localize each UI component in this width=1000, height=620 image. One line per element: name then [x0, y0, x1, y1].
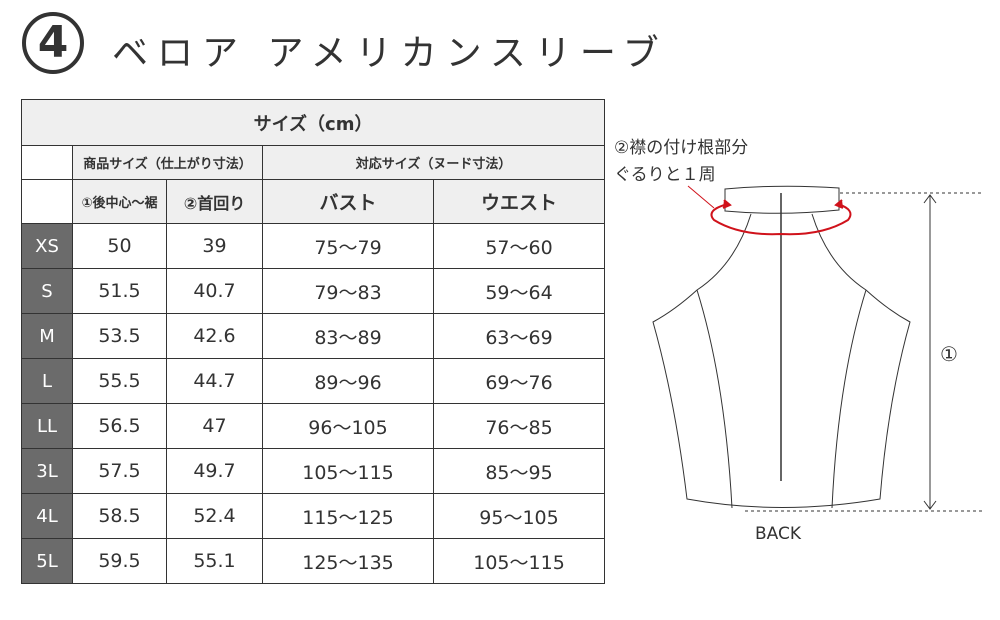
left-seam — [696, 289, 733, 509]
waist-cell: 105～115 — [432, 538, 606, 584]
waist-cell: 69～76 — [432, 358, 606, 404]
neck-circumference-loop — [710, 203, 852, 236]
table-row: L 55.5 44.7 89～96 69～76 — [21, 358, 606, 404]
page-title: ベロア アメリカンスリーブ — [112, 33, 668, 74]
pointer-line — [687, 185, 715, 209]
garment-outline — [652, 213, 911, 508]
back-view-label: BACK — [755, 524, 802, 544]
length-marker: ① — [940, 342, 958, 366]
length-cell: 53.5 — [72, 313, 167, 359]
size-label: L — [21, 358, 73, 404]
neck-note-line2: ぐるりと１周 — [614, 165, 716, 185]
neck-cell: 55.1 — [166, 538, 263, 584]
size-label: S — [21, 268, 73, 314]
arrow-head-top — [923, 194, 937, 204]
length-cell: 59.5 — [72, 538, 167, 584]
neck-cell: 47 — [166, 403, 263, 449]
table-row: S 51.5 40.7 79～83 59～64 — [21, 268, 606, 314]
neck-note-line1: ②襟の付け根部分 — [614, 138, 749, 158]
waist-cell: 95～105 — [432, 493, 606, 539]
bust-cell: 96～105 — [262, 403, 434, 449]
bust-cell: 75～79 — [262, 223, 434, 269]
neck-cell: 42.6 — [166, 313, 263, 359]
table-row: 5L 59.5 55.1 125～135 105～115 — [21, 538, 606, 584]
empty-cell — [21, 145, 73, 180]
column-header-neck: ②首回り — [166, 179, 263, 224]
length-cell: 51.5 — [72, 268, 167, 314]
right-seam — [831, 289, 867, 509]
collar — [724, 185, 840, 214]
size-label: 5L — [21, 538, 73, 584]
size-label: 4L — [21, 493, 73, 539]
length-cell: 56.5 — [72, 403, 167, 449]
size-label: 3L — [21, 448, 73, 494]
neck-cell: 40.7 — [166, 268, 263, 314]
section-number-badge: 4 — [22, 12, 84, 74]
table-row: LL 56.5 47 96～105 76～85 — [21, 403, 606, 449]
length-cell: 55.5 — [72, 358, 167, 404]
bust-cell: 125～135 — [262, 538, 434, 584]
arrow-head-bottom — [923, 500, 937, 510]
column-header-bust: バスト — [262, 179, 434, 224]
column-header-waist: ウエスト — [432, 179, 606, 224]
bust-cell: 105～115 — [262, 448, 434, 494]
table-row: XS 50 39 75～79 57～60 — [21, 223, 606, 269]
length-cell: 58.5 — [72, 493, 167, 539]
size-label: XS — [21, 223, 73, 269]
neck-cell: 49.7 — [166, 448, 263, 494]
waist-cell: 76～85 — [432, 403, 606, 449]
waist-cell: 63～69 — [432, 313, 606, 359]
table-row: M 53.5 42.6 83～89 63～69 — [21, 313, 606, 359]
size-label: LL — [21, 403, 73, 449]
size-table: サイズ（cm） 商品サイズ（仕上がり寸法） 対応サイズ（ヌード寸法） ①後中心～… — [20, 99, 606, 584]
waist-cell: 57～60 — [432, 223, 606, 269]
